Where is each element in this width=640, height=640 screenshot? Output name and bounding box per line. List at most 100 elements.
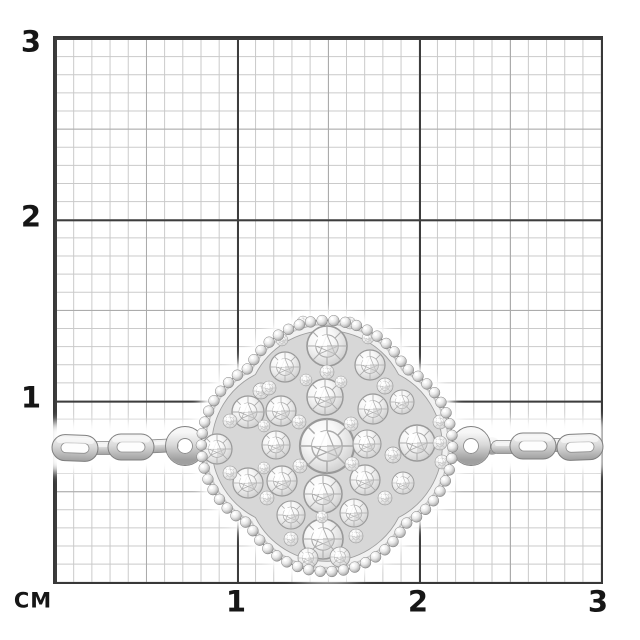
rim-bead (272, 329, 285, 341)
diamond (291, 414, 307, 430)
rim-bead (440, 407, 452, 419)
diamond (303, 474, 343, 514)
rim-bead (350, 319, 363, 332)
rim-bead (248, 354, 260, 366)
diamond (269, 351, 301, 383)
rim-bead (401, 517, 413, 529)
diamond (344, 456, 360, 472)
rim-bead (380, 337, 392, 350)
rim-bead (255, 344, 267, 357)
diamond (377, 490, 393, 506)
diamond (357, 393, 389, 425)
rim-bead (439, 475, 452, 487)
rim-bead (195, 439, 208, 451)
rim-bead (196, 427, 208, 440)
rim-bead (410, 511, 423, 523)
diamond (384, 446, 402, 464)
diamond (261, 430, 291, 460)
rim-bead (446, 452, 458, 465)
diamond (391, 471, 415, 495)
rim-bead (361, 324, 373, 336)
diamond (354, 349, 386, 381)
rim-bead (303, 564, 315, 576)
rim-bead (247, 525, 259, 537)
rim-bead (349, 561, 361, 573)
rim-bead (395, 355, 407, 367)
diamond (334, 375, 348, 389)
rim-bead (337, 564, 350, 576)
rim-bead (379, 544, 391, 556)
diamond (222, 465, 238, 481)
diamond (276, 500, 306, 530)
rim-bead (214, 385, 227, 397)
rim-bead (198, 462, 210, 474)
rim-bead (208, 395, 220, 407)
chain-right (452, 427, 604, 466)
diamond (261, 380, 277, 396)
rim-bead (230, 510, 242, 522)
rim-bead (221, 502, 233, 514)
diamond (257, 419, 271, 433)
rim-bead (446, 429, 458, 441)
rim-bead (202, 405, 215, 417)
unit-label-cm: СМ (13, 588, 53, 613)
diamond (432, 435, 448, 451)
y-axis-label-3: 3 (20, 24, 42, 59)
rim-bead (262, 542, 274, 555)
diamond (299, 373, 313, 387)
rim-bead (196, 451, 208, 463)
rim-bead (434, 485, 446, 497)
rim-bead (427, 495, 440, 507)
rim-bead (394, 526, 406, 538)
diamond (389, 389, 415, 415)
rim-bead (239, 516, 252, 528)
diamond (329, 546, 351, 568)
diamond (319, 364, 335, 380)
diamond (306, 325, 348, 367)
rim-bead (435, 396, 447, 409)
rim-bead (202, 473, 214, 485)
rim-bead (328, 314, 340, 327)
rim-bead (304, 316, 317, 328)
rim-bead (213, 493, 226, 506)
rim-bead (443, 464, 455, 476)
rim-bead (241, 363, 253, 375)
rim-bead (222, 376, 235, 389)
rim-bead (199, 416, 211, 428)
rim-bead (339, 316, 351, 328)
rim-bead (412, 370, 424, 382)
x-axis-label-2: 2 (407, 584, 429, 619)
rim-bead (419, 503, 432, 516)
diamond (315, 510, 329, 524)
x-axis-label-1: 1 (225, 584, 247, 619)
rim-bead (421, 378, 433, 390)
rim-bead (282, 323, 295, 335)
rim-bead (326, 565, 338, 578)
rim-bead (231, 369, 244, 381)
diamond (376, 377, 394, 395)
rim-bead (207, 483, 219, 496)
rim-bead (369, 551, 382, 563)
diamond (343, 416, 359, 432)
y-axis-label-2: 2 (20, 199, 42, 234)
rim-bead (316, 314, 328, 327)
diamond (222, 413, 238, 429)
diamond (257, 461, 271, 475)
rim-bead (388, 346, 400, 358)
diamond (352, 429, 382, 459)
rim-bead (291, 560, 304, 573)
diamond (292, 458, 308, 474)
rim-bead (293, 319, 305, 331)
clover-motif (195, 314, 459, 578)
y-axis-label-1: 1 (20, 380, 42, 415)
diamond (259, 490, 275, 506)
rim-bead (444, 418, 456, 430)
rim-bead (428, 386, 441, 399)
rim-bead (359, 557, 372, 569)
rim-bead (254, 534, 266, 546)
diamond (398, 424, 436, 462)
rim-bead (271, 550, 283, 562)
rim-bead (314, 565, 326, 578)
diamond (232, 467, 264, 499)
